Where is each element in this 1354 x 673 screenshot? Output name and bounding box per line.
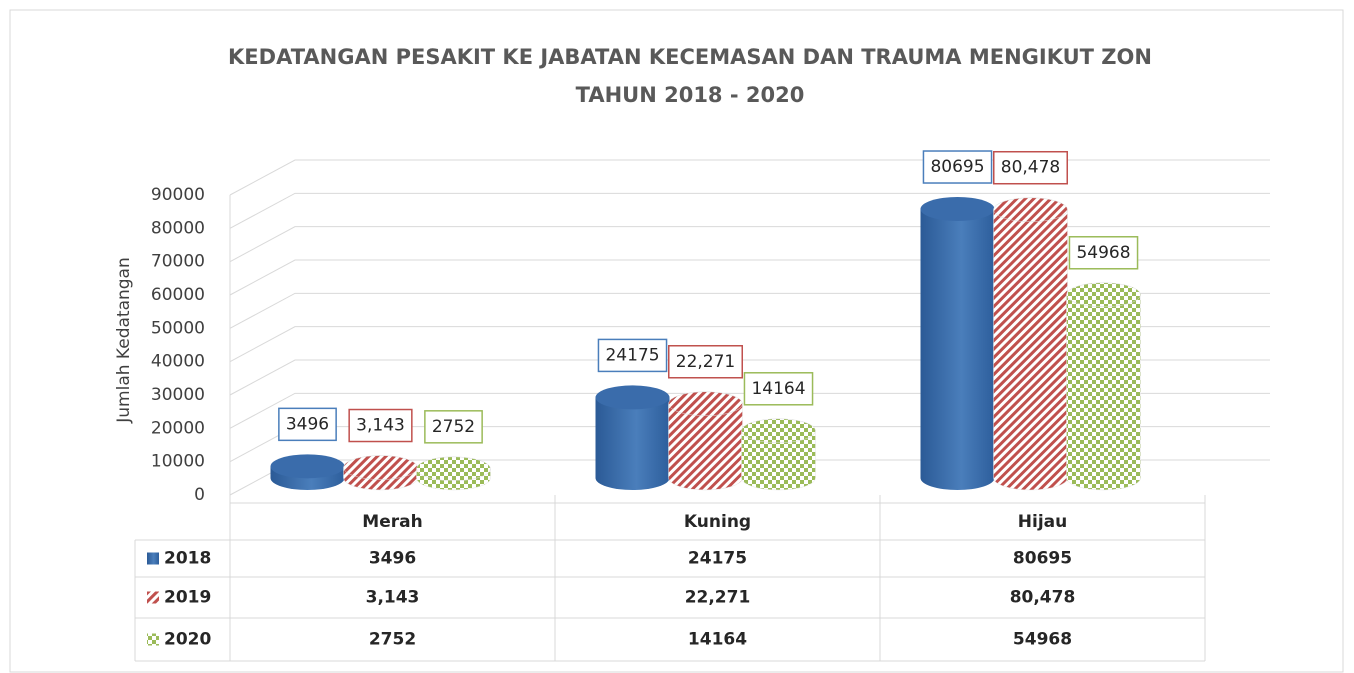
cylinder <box>1066 294 1141 491</box>
cylinder <box>741 430 816 491</box>
y-tick-label: 90000 <box>151 185 205 205</box>
table-cell: 22,271 <box>685 588 751 608</box>
data-label-box <box>922 150 993 184</box>
data-label: 3,143 <box>356 416 405 436</box>
cylinder-top <box>595 385 670 410</box>
y-tick-label: 70000 <box>151 252 205 272</box>
legend-label: 2020 <box>164 630 211 650</box>
legend-swatch <box>147 552 159 565</box>
cylinder-top <box>343 455 418 480</box>
y-tick-label: 0 <box>194 485 205 505</box>
table-cell: 2752 <box>369 630 416 650</box>
cylinder-top <box>741 418 816 444</box>
chart-title: KEDATANGAN PESAKIT KE JABATAN KECEMASAN … <box>228 45 1152 69</box>
table-cell: 14164 <box>688 630 747 650</box>
table-cell: 54968 <box>1013 630 1072 650</box>
cylinder <box>668 403 743 491</box>
cylinder-top <box>1066 282 1141 308</box>
category-label: Merah <box>362 512 422 532</box>
chart-title: TAHUN 2018 - 2020 <box>576 83 805 107</box>
cylinder-top <box>416 456 491 482</box>
category-label: Kuning <box>684 512 751 532</box>
cylinder-top <box>668 391 743 417</box>
y-tick-label: 60000 <box>151 285 205 305</box>
data-label: 2752 <box>432 417 475 437</box>
cylinder <box>595 397 670 491</box>
data-label-box <box>424 410 483 444</box>
data-label: 80695 <box>930 157 984 177</box>
data-label: 3496 <box>286 414 329 434</box>
y-tick-label: 20000 <box>151 418 205 438</box>
table-cell: 80695 <box>1013 549 1072 569</box>
cylinder <box>993 209 1068 491</box>
data-label-box <box>743 372 814 406</box>
data-label: 80,478 <box>1001 158 1060 178</box>
grid-line <box>229 159 1270 196</box>
data-label-box <box>348 408 413 443</box>
legend-swatch <box>147 633 159 646</box>
data-label-box <box>668 345 743 379</box>
y-tick-label: 50000 <box>151 318 205 338</box>
category-label: Hijau <box>1018 512 1067 532</box>
cylinder-top <box>993 197 1068 222</box>
legend-swatch <box>147 591 159 604</box>
table-cell: 3,143 <box>366 588 420 608</box>
chart-border <box>9 9 1344 673</box>
data-label-box <box>1068 236 1139 270</box>
data-label-box <box>278 407 337 442</box>
y-tick-label: 80000 <box>151 218 205 238</box>
data-label-box <box>597 338 668 373</box>
legend-label: 2019 <box>164 588 211 608</box>
data-label: 22,271 <box>676 352 735 372</box>
cylinder <box>920 209 995 491</box>
y-tick-label: 40000 <box>151 352 205 372</box>
table-cell: 80,478 <box>1010 588 1076 608</box>
table-cell: 24175 <box>688 549 747 569</box>
data-label: 14164 <box>751 379 805 399</box>
grid-line <box>229 192 1270 229</box>
data-label: 24175 <box>605 345 659 365</box>
legend-label: 2018 <box>164 549 211 569</box>
data-label: 54968 <box>1076 243 1130 263</box>
data-label-box <box>993 150 1068 185</box>
cylinder-top <box>270 454 345 479</box>
cylinder-top <box>920 197 995 222</box>
y-axis-title: Jumlah Kedatangan <box>114 257 134 423</box>
y-tick-label: 10000 <box>151 452 205 472</box>
table-cell: 3496 <box>369 549 416 569</box>
y-tick-label: 30000 <box>151 385 205 405</box>
